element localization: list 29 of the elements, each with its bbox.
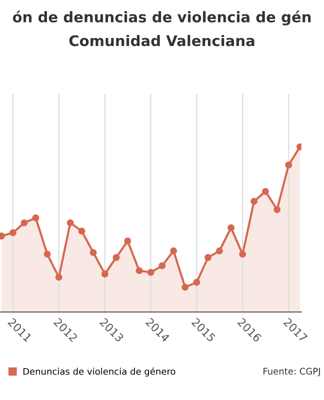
point: [204, 254, 212, 261]
point: [239, 250, 246, 258]
chart-title: ón de denuncias de violencia de gén: [12, 10, 311, 26]
point: [20, 219, 28, 226]
legend-label: Denuncias de violencia de género: [23, 367, 176, 377]
point: [66, 219, 74, 226]
point: [101, 270, 108, 278]
point: [124, 238, 132, 244]
point: [285, 162, 292, 168]
point: [170, 247, 178, 254]
point: [32, 214, 40, 222]
point: [216, 247, 223, 254]
point: [147, 268, 154, 276]
point: [90, 249, 97, 256]
point: [274, 206, 281, 214]
point: [78, 228, 86, 235]
point: [182, 284, 189, 291]
point: [9, 229, 16, 236]
point: [44, 250, 51, 258]
source-note: Fuente: CGPJ: [264, 368, 320, 376]
chart-subtitle: Comunidad Valenciana: [69, 34, 254, 46]
point: [250, 198, 258, 205]
point: [158, 262, 166, 270]
point: [55, 274, 62, 281]
point: [193, 278, 200, 286]
point: [262, 188, 269, 195]
point: [136, 267, 143, 274]
point: [228, 224, 234, 232]
point: [112, 254, 120, 261]
